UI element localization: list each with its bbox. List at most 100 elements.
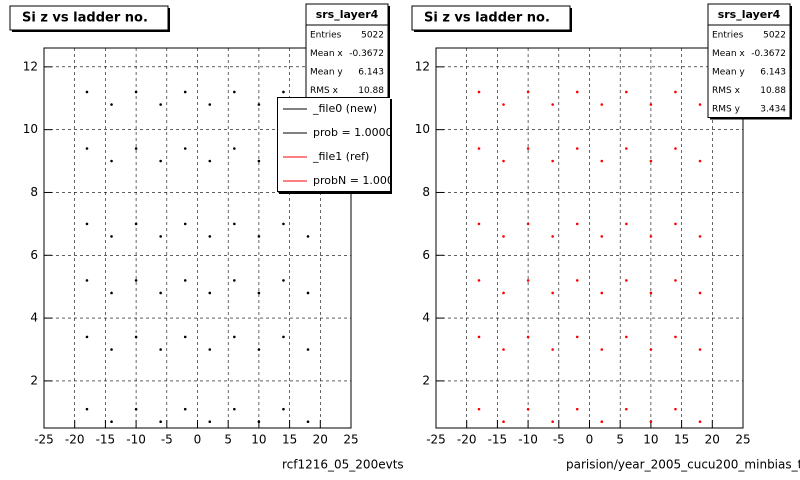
- legend-label: _file1 (ref): [312, 150, 369, 163]
- y-tick-label: 8: [30, 185, 38, 199]
- point: [600, 348, 604, 351]
- stats-label: Mean x: [712, 49, 745, 59]
- stats-label: RMS x: [310, 86, 339, 96]
- point: [282, 407, 285, 411]
- x-tick-label: -15: [96, 433, 116, 447]
- point: [551, 291, 554, 295]
- y-tick-label: 8: [422, 185, 430, 199]
- point: [134, 279, 138, 282]
- point: [575, 407, 579, 411]
- point: [159, 235, 162, 238]
- y-tick-label: 4: [30, 311, 38, 325]
- legend-box: [277, 97, 390, 192]
- point: [625, 407, 628, 411]
- point: [159, 420, 162, 424]
- plot-frame: [435, 47, 744, 429]
- legend-label: probN = 1.00000: [313, 174, 408, 187]
- x-tick-label: -20: [65, 433, 85, 447]
- point: [526, 222, 530, 226]
- title-box: [411, 5, 571, 31]
- point: [134, 90, 138, 94]
- stats-value: 5022: [763, 31, 786, 41]
- x-tick-label: 20: [705, 433, 720, 447]
- x-tick-label: 25: [735, 433, 750, 447]
- point: [575, 279, 579, 282]
- x-tick-label: -20: [457, 433, 477, 447]
- point: [85, 279, 89, 282]
- stats-value: -0.3672: [349, 49, 384, 59]
- stats-label: Mean x: [310, 49, 343, 59]
- stats-label: Mean y: [712, 68, 745, 78]
- x-tick-label: 5: [616, 433, 624, 447]
- y-tick-label: 2: [30, 373, 38, 387]
- point: [110, 103, 113, 106]
- y-tick-label: 6: [422, 248, 430, 262]
- point: [477, 147, 481, 150]
- point: [600, 291, 604, 295]
- point: [551, 159, 554, 163]
- point: [674, 147, 677, 150]
- point: [625, 279, 628, 282]
- y-tick-label: 10: [415, 122, 430, 136]
- point: [282, 335, 285, 339]
- y-tick-label: 4: [422, 311, 430, 325]
- point: [625, 90, 628, 94]
- point: [698, 103, 702, 106]
- point: [208, 291, 212, 295]
- stats-label: Mean y: [310, 68, 343, 78]
- point: [502, 420, 505, 424]
- point: [257, 348, 261, 351]
- point: [575, 335, 579, 339]
- legend: _file0 (new) prob = 1.000000 _file1 (ref) p…: [277, 97, 408, 192]
- stats-label: RMS y: [712, 105, 741, 115]
- point: [477, 407, 481, 411]
- point: [85, 407, 89, 411]
- point: [674, 222, 677, 226]
- point: [625, 335, 628, 339]
- legend-label: _file0 (new): [312, 102, 377, 115]
- point: [526, 90, 530, 94]
- stats-label: Entries: [712, 31, 744, 41]
- y-tick-label: 2: [422, 373, 430, 387]
- point: [233, 279, 236, 282]
- point: [551, 235, 554, 238]
- x-tick-label: 10: [643, 433, 658, 447]
- point: [233, 335, 236, 339]
- point: [674, 279, 677, 282]
- point: [257, 103, 261, 106]
- point: [233, 222, 236, 226]
- point: [674, 335, 677, 339]
- point: [208, 235, 212, 238]
- point: [551, 348, 554, 351]
- x-tick-label: 5: [224, 433, 232, 447]
- point: [306, 348, 310, 351]
- point: [110, 159, 113, 163]
- stats-label: RMS x: [712, 86, 741, 96]
- point: [698, 348, 702, 351]
- x-axis-label: rcf1216_05_200evts: [282, 458, 404, 472]
- point: [625, 222, 628, 226]
- point: [134, 335, 138, 339]
- point: [477, 279, 481, 282]
- point: [477, 335, 481, 339]
- x-tick-label: -10: [126, 433, 146, 447]
- x-tick-label: 0: [586, 433, 594, 447]
- point: [575, 147, 579, 150]
- x-tick-label: -25: [426, 433, 446, 447]
- point: [477, 90, 481, 94]
- stats-label: Entries: [310, 31, 342, 41]
- point: [183, 407, 187, 411]
- point: [159, 159, 162, 163]
- point: [649, 159, 653, 163]
- point: [110, 348, 113, 351]
- point: [183, 335, 187, 339]
- point: [183, 222, 187, 226]
- point: [698, 159, 702, 163]
- point: [551, 420, 554, 424]
- x-tick-label: 20: [313, 433, 328, 447]
- x-tick-label: 25: [343, 433, 358, 447]
- point: [306, 420, 310, 424]
- point: [257, 235, 261, 238]
- x-tick-label: -5: [161, 433, 173, 447]
